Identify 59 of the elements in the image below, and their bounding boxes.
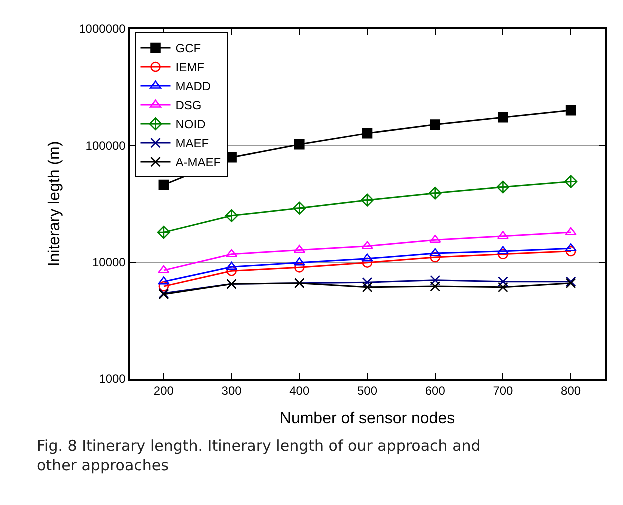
point (294, 258, 306, 266)
point (362, 277, 373, 288)
point (226, 152, 237, 163)
point (428, 186, 442, 200)
point (566, 105, 576, 116)
legend-label: A-MAEF (176, 156, 222, 170)
point (362, 282, 373, 293)
point (430, 120, 441, 130)
point (430, 281, 441, 292)
x-axis-title: Number of sensor nodes (280, 410, 456, 428)
point (362, 254, 374, 262)
point (498, 249, 508, 260)
point (498, 282, 508, 293)
point (566, 246, 576, 257)
point (158, 265, 170, 274)
x-tick-label: 800 (561, 384, 582, 398)
caption: Fig. 8 Itinerary length. Itinerary length of our approach and other approaches (37, 437, 481, 474)
point (294, 140, 305, 150)
point (157, 226, 170, 240)
point (564, 175, 578, 188)
x-tick-label: 400 (290, 384, 310, 398)
point (430, 252, 441, 263)
point (430, 248, 442, 256)
point (498, 112, 508, 123)
x-tick-label: 600 (425, 384, 446, 398)
y-axis-title: Initerary legth (m) (46, 141, 64, 267)
legend-label: GCF (176, 42, 202, 56)
point (158, 281, 170, 292)
y-tick-label: 100000 (86, 138, 126, 153)
legend-label: DSG (176, 98, 202, 113)
legend-label: MAEF (176, 136, 210, 151)
point (226, 262, 238, 270)
point (498, 276, 508, 288)
point (565, 227, 577, 236)
point (430, 234, 442, 244)
point (293, 202, 306, 215)
y-tick-label: 1000000 (79, 22, 126, 36)
x-tick-label: 700 (493, 384, 514, 398)
point (430, 275, 441, 286)
point (362, 241, 374, 250)
point (226, 266, 237, 276)
point (158, 180, 170, 190)
point (225, 209, 238, 222)
legend-label: NOID (176, 118, 206, 132)
x-tick-label: 200 (154, 384, 174, 398)
point (158, 276, 170, 285)
x-tick-label: 300 (222, 384, 242, 398)
point (294, 245, 306, 254)
point (565, 244, 577, 252)
legend-label: IEMF (176, 60, 204, 75)
y-tick-label: 1000 (99, 372, 126, 386)
x-tick-label: 500 (357, 384, 378, 398)
y-tick-label: 10000 (92, 256, 126, 270)
point (496, 180, 510, 194)
point (362, 258, 373, 268)
point (362, 128, 373, 139)
legend-label: MADD (176, 80, 212, 94)
point (361, 194, 374, 207)
point (294, 262, 305, 273)
